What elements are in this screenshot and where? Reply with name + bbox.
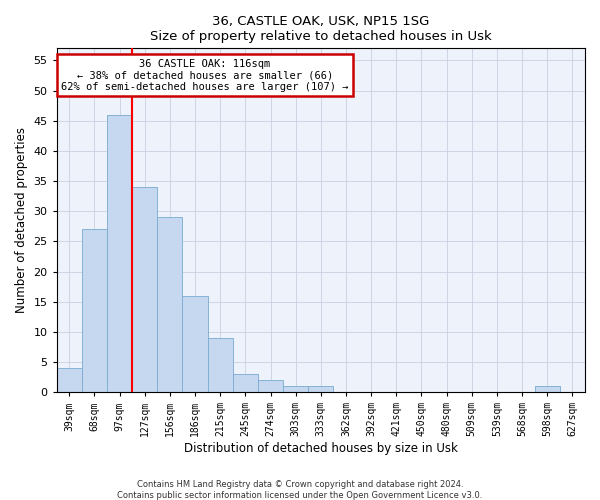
Text: Contains HM Land Registry data © Crown copyright and database right 2024.
Contai: Contains HM Land Registry data © Crown c… [118,480,482,500]
Bar [82,230,107,392]
Title: 36, CASTLE OAK, USK, NP15 1SG
Size of property relative to detached houses in Us: 36, CASTLE OAK, USK, NP15 1SG Size of pr… [150,15,492,43]
Bar [157,217,182,392]
Bar [57,368,82,392]
Bar [535,386,560,392]
X-axis label: Distribution of detached houses by size in Usk: Distribution of detached houses by size … [184,442,458,455]
Text: 36 CASTLE OAK: 116sqm
← 38% of detached houses are smaller (66)
62% of semi-deta: 36 CASTLE OAK: 116sqm ← 38% of detached … [61,58,349,92]
Bar [107,114,132,392]
Bar [132,187,157,392]
Bar [233,374,258,392]
Bar [258,380,283,392]
Bar [208,338,233,392]
Bar [308,386,334,392]
Y-axis label: Number of detached properties: Number of detached properties [15,127,28,313]
Bar [182,296,208,392]
Bar [283,386,308,392]
